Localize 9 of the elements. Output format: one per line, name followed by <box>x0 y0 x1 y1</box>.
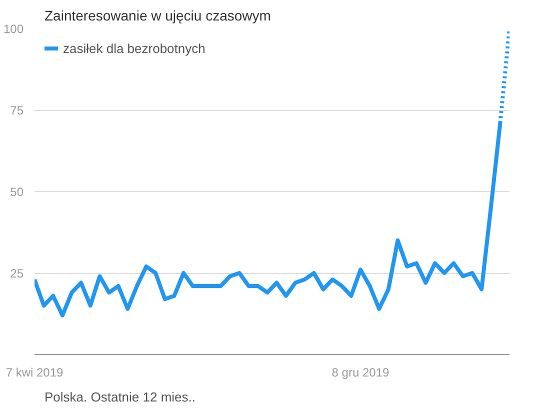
text: Polska. Ostatnie 12 mies.. <box>44 390 196 404</box>
x-tick-label: 8 gru 2019 <box>332 366 390 380</box>
legend-label: zasiłek dla bezrobotnych <box>63 40 206 56</box>
chart-title: Zainteresowanie w ujęciu czasowym <box>44 8 271 24</box>
y-tick-label: 50 <box>10 185 24 199</box>
y-tick-label: 100 <box>3 22 24 36</box>
y-tick-label: 25 <box>10 266 24 280</box>
y-tick-label: 75 <box>10 104 24 118</box>
x-tick-label: 7 kwi 2019 <box>6 366 64 380</box>
